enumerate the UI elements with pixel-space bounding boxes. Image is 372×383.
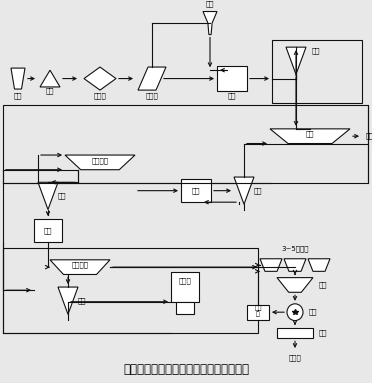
- Text: 3~5次精选: 3~5次精选: [281, 245, 309, 252]
- Text: 尾矿: 尾矿: [366, 133, 372, 139]
- Text: 筛分机: 筛分机: [145, 92, 158, 99]
- Polygon shape: [58, 287, 78, 314]
- Polygon shape: [260, 259, 282, 271]
- Bar: [34, 219, 62, 242]
- Text: 分级: 分级: [254, 187, 262, 194]
- Polygon shape: [11, 68, 25, 89]
- Text: 矿堆: 矿堆: [46, 88, 54, 95]
- Text: 钼精矿: 钼精矿: [289, 354, 301, 360]
- Polygon shape: [286, 47, 306, 74]
- Text: 分级: 分级: [58, 193, 66, 199]
- Polygon shape: [138, 67, 166, 90]
- Text: 球磨: 球磨: [192, 187, 200, 194]
- Text: 一次精选: 一次精选: [92, 157, 109, 164]
- Bar: [277, 328, 313, 339]
- Bar: [217, 66, 247, 91]
- Bar: [3, 248, 258, 333]
- Text: 分级: 分级: [78, 297, 86, 304]
- Circle shape: [287, 304, 303, 321]
- Bar: [171, 272, 199, 302]
- Text: 球磨: 球磨: [228, 92, 236, 99]
- Bar: [3, 105, 368, 183]
- Text: 过滤: 过滤: [319, 330, 327, 336]
- Text: 粗碎: 粗碎: [14, 92, 22, 99]
- Polygon shape: [277, 278, 313, 292]
- Polygon shape: [284, 259, 306, 271]
- Bar: [272, 40, 362, 103]
- Text: 分级: 分级: [312, 47, 320, 54]
- Polygon shape: [234, 177, 254, 204]
- Text: 细碎: 细碎: [206, 1, 214, 8]
- Bar: [247, 305, 269, 319]
- Polygon shape: [203, 11, 217, 34]
- Bar: [176, 302, 194, 314]
- Bar: [181, 179, 211, 202]
- Polygon shape: [65, 155, 135, 170]
- Text: 球磨机: 球磨机: [179, 277, 191, 284]
- Text: 自磨机: 自磨机: [94, 92, 106, 99]
- Text: 酸浸: 酸浸: [309, 309, 317, 316]
- Polygon shape: [38, 182, 58, 210]
- Polygon shape: [270, 129, 350, 144]
- Text: 球磨: 球磨: [44, 227, 52, 234]
- Text: 二次精选: 二次精选: [71, 262, 89, 268]
- Polygon shape: [40, 70, 60, 87]
- Polygon shape: [308, 259, 330, 271]
- Polygon shape: [84, 67, 116, 90]
- Text: 粗选: 粗选: [306, 131, 314, 137]
- Text: 再生
液: 再生 液: [254, 305, 262, 317]
- Text: 单一钼矿典型选矿工艺流程与设备配置图: 单一钼矿典型选矿工艺流程与设备配置图: [123, 363, 249, 376]
- Polygon shape: [50, 260, 110, 275]
- Text: 浓缩: 浓缩: [319, 282, 327, 288]
